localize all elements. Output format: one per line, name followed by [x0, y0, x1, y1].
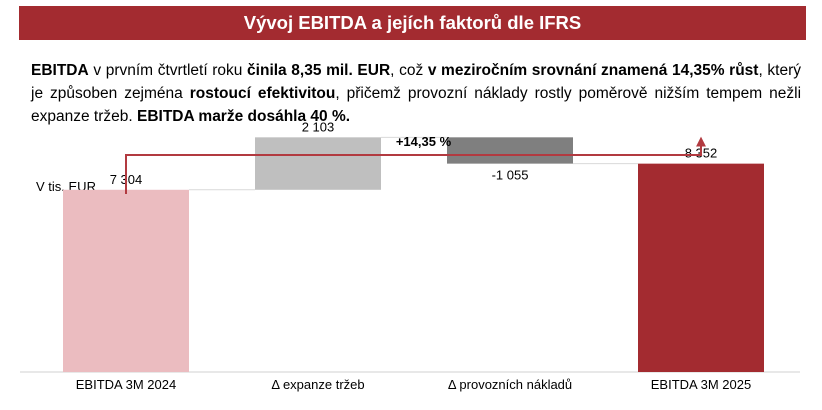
- bar-3: [638, 163, 764, 372]
- chart-title-bar: Vývoj EBITDA a jejích faktorů dle IFRS: [19, 6, 806, 40]
- category-label-3: EBITDA 3M 2025: [651, 377, 751, 392]
- summary-segment: činila 8,35 mil. EUR: [247, 62, 391, 79]
- summary-paragraph: EBITDA v prvním čtvrtletí roku činila 8,…: [31, 59, 801, 128]
- bar-2: [447, 137, 573, 164]
- summary-segment: , který je způsoben zejména: [31, 62, 801, 102]
- data-label-1: 2 103: [302, 119, 335, 134]
- growth-annotation: +14,35 %: [396, 134, 452, 149]
- category-label-0: EBITDA 3M 2024: [76, 377, 176, 392]
- data-label-2: -1 055: [492, 168, 529, 183]
- bar-0: [63, 189, 189, 372]
- category-label-1: Δ expanze tržeb: [271, 377, 364, 392]
- bar-1: [255, 137, 381, 190]
- summary-segment: rostoucí efektivitou: [189, 85, 336, 102]
- growth-arrow: [125, 136, 706, 194]
- chart-title: Vývoj EBITDA a jejích faktorů dle IFRS: [243, 12, 582, 33]
- summary-segment: , přičemž provozní náklady rostly poměro…: [31, 85, 802, 125]
- category-label-2: Δ provozních nákladů: [448, 377, 572, 392]
- summary-segment: EBITDA: [31, 62, 89, 79]
- summary-segment: v meziročním srovnání znamená 14,35% růs…: [427, 62, 759, 79]
- summary-segment: , což: [390, 62, 428, 79]
- summary-segment: EBITDA marže dosáhla 40 %.: [136, 108, 351, 125]
- summary-segment: v prvním čtvrtletí roku: [88, 62, 248, 79]
